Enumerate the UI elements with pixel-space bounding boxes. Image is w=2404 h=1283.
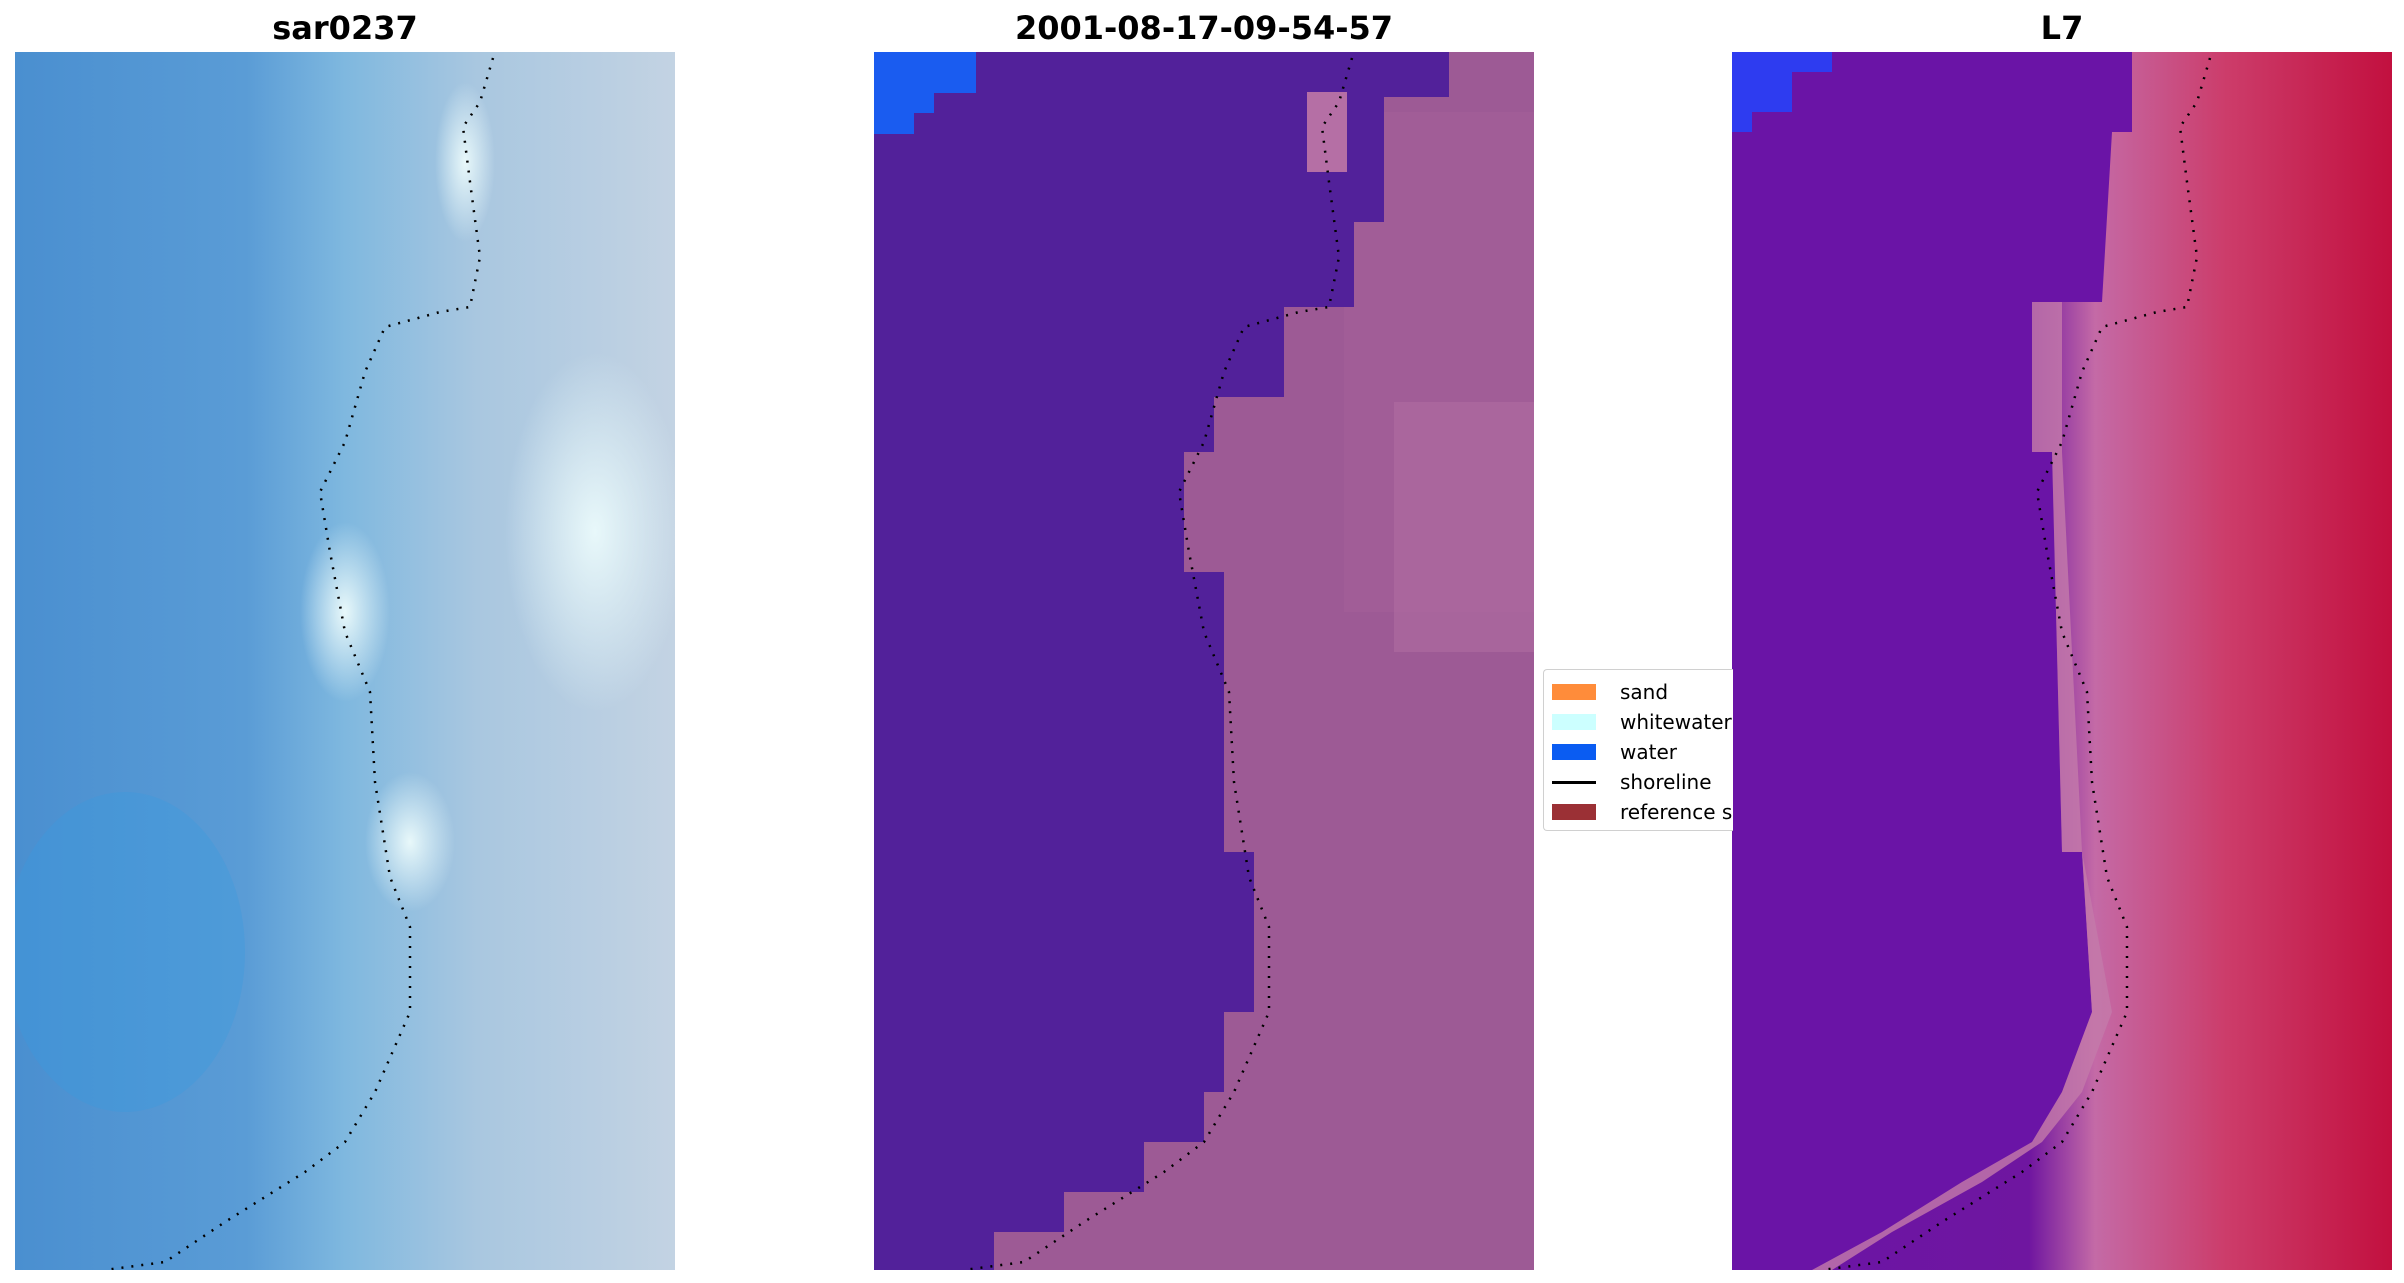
legend-item-sand: sand [1552, 678, 1668, 706]
panel-title-mndwi: L7 [2040, 9, 2084, 47]
classified-image [874, 52, 1534, 1270]
legend-label: whitewater [1620, 710, 1732, 734]
shoreline-line-swatch [1552, 774, 1596, 790]
legend-label: shoreline [1620, 770, 1712, 794]
legend-label: sand [1620, 680, 1669, 704]
sand-swatch [1552, 684, 1596, 700]
legend-item-whitewater: whitewater [1552, 708, 1732, 736]
water-swatch [1552, 744, 1596, 760]
rgb-image [15, 52, 675, 1270]
panel-title-rgb: sar0237 [272, 9, 418, 47]
mndwi-image [1732, 52, 2392, 1270]
classified-image-panel [874, 52, 1534, 1270]
legend-label: reference sl [1620, 800, 1733, 824]
mndwi-image-panel [1732, 52, 2392, 1270]
legend-item-reference-shoreline: reference sl [1552, 798, 1733, 826]
panel-title-classified: 2001-08-17-09-54-57 [1014, 9, 1394, 47]
legend-item-water: water [1552, 738, 1677, 766]
legend-item-shoreline: shoreline [1552, 768, 1712, 796]
rgb-image-panel [15, 52, 675, 1270]
legend-label: water [1620, 740, 1677, 764]
legend: sand whitewater water shoreline referenc… [1543, 669, 1733, 831]
reference-shoreline-swatch [1552, 804, 1596, 820]
whitewater-swatch [1552, 714, 1596, 730]
